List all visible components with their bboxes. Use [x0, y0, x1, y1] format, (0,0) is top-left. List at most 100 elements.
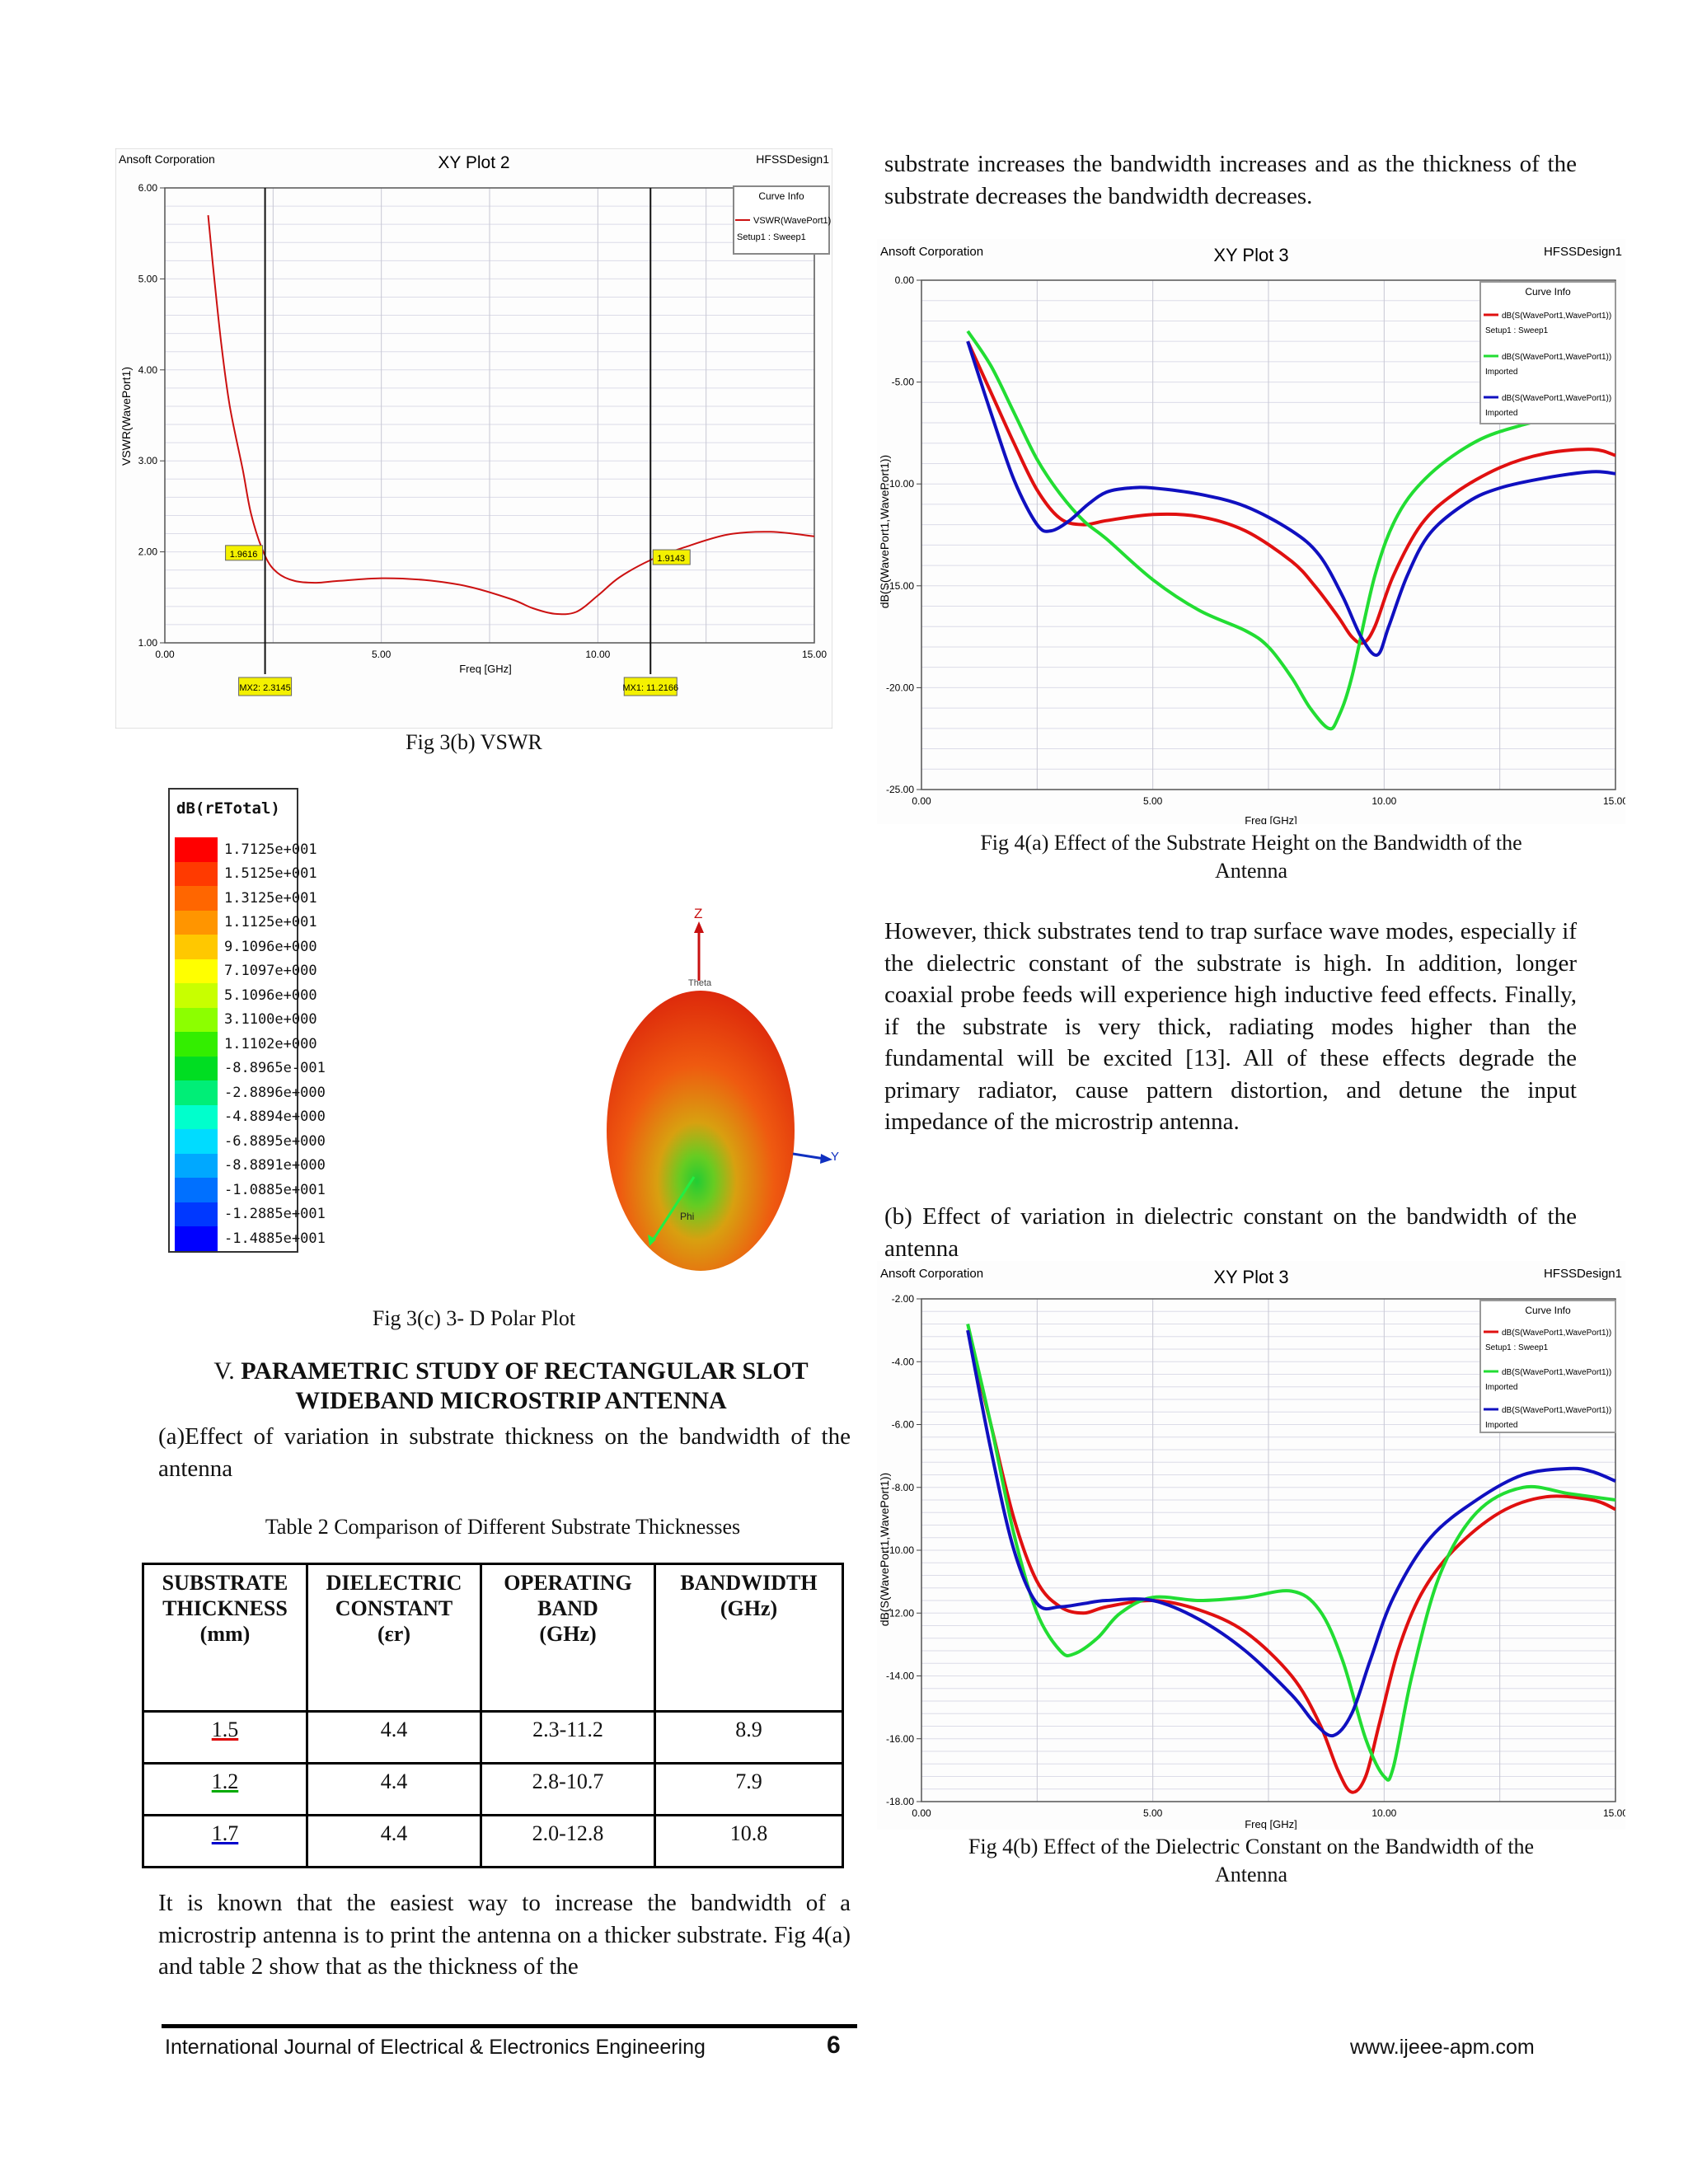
footer-page-number: 6: [827, 2032, 841, 2059]
footer-journal: International Journal of Electrical & El…: [165, 2036, 706, 2059]
series-line-2: [966, 1324, 1616, 1782]
colorbar-swatch: [175, 1032, 218, 1057]
fig3c-x-axis: [651, 1176, 696, 1241]
series-line-3: [966, 1329, 1616, 1738]
table2-header-bandwidth: BANDWIDTH (GHz): [654, 1563, 844, 1713]
table-cell: 4.4: [306, 1762, 482, 1816]
colorbar-label: 1.7125e+001: [224, 841, 317, 858]
fig4a-legend-name-2: dB(S(WavePort1,WavePort1)): [1502, 353, 1611, 362]
fig3b-caption: Fig 3(b) VSWR: [406, 730, 542, 754]
fig4a-legend-title: Curve Info: [1525, 286, 1571, 298]
marker-x-box: [238, 677, 293, 696]
table2-caption: Table 2 Comparison of Different Substrat…: [265, 1515, 741, 1539]
fig4b-legend-name-1: dB(S(WavePort1,WavePort1)): [1502, 1329, 1611, 1338]
fig3c-z-label: Z: [694, 907, 702, 921]
fig4a-legend-name-3: dB(S(WavePort1,WavePort1)): [1502, 394, 1611, 403]
fig4b-design: HFSSDesign1: [1544, 1267, 1622, 1281]
table2: SUBSTRATE THICKNESS (mm) DIELECTRIC CONSTAN…: [142, 1563, 844, 1868]
fig4b-legend-box: [1479, 1300, 1616, 1433]
fig3b-legend-title: Curve Info: [758, 190, 804, 202]
colorbar-label: -1.4885e+001: [224, 1230, 326, 1247]
colorbar-swatch: [175, 1178, 218, 1202]
x-tick-label: 5.00: [372, 649, 392, 660]
y-tick-label: 2.00: [138, 546, 158, 558]
fig3b-svg: 1.00 2.00 3.00 4.00 5.00 6.00 0.00 5.00 10.00 15.…: [115, 148, 832, 729]
fig3b-legend-series: VSWR(WavePort1): [753, 216, 831, 226]
fig3c-colorbar: dB(rETotal) 1.7125e+001 1.5125e+001 1.3125…: [168, 788, 326, 1253]
colorbar-swatch: [175, 1129, 218, 1154]
fig4b-legend-sub-1: Setup1 : Sweep1: [1485, 1343, 1549, 1352]
colorbar-swatch: [175, 935, 218, 959]
plot-frame: [921, 279, 1616, 790]
colorbar-entry: 5.1096e+000: [175, 983, 326, 1008]
table-cell: 4.4: [306, 1814, 482, 1868]
marker-x-label: MX1: 11.2166: [622, 683, 678, 693]
y-tick-label: -12.00: [886, 1607, 914, 1619]
fig4b-title: XY Plot 3: [1213, 1267, 1288, 1287]
colorbar-label: 9.1096e+000: [224, 938, 317, 955]
y-tick-label: -16.00: [886, 1733, 914, 1745]
table-cell: 10.8: [654, 1814, 844, 1868]
colorbar-entry: -4.8894e+000: [175, 1104, 326, 1129]
plot-frame: [164, 187, 815, 644]
table-cell: 1.2: [142, 1762, 308, 1816]
y-tick-label: -25.00: [886, 784, 914, 795]
colorbar-swatch: [175, 1007, 218, 1032]
y-tick-label: 0.00: [895, 274, 915, 286]
fig3c-y-label: Y: [831, 1150, 839, 1164]
fig4b-legend-name-3: dB(S(WavePort1,WavePort1)): [1502, 1406, 1611, 1415]
table-row: 1.2 4.4 2.8-10.7 7.9: [142, 1762, 844, 1816]
colorbar-entry: 1.5125e+001: [175, 861, 326, 886]
colorbar-entry: 1.1125e+001: [175, 910, 326, 935]
y-tick-label: -6.00: [892, 1419, 915, 1431]
fig4a-caption-line2: Antenna: [1214, 859, 1288, 883]
fig3c-y-axis: [792, 1152, 825, 1160]
y-tick-label: -10.00: [886, 1544, 914, 1556]
fig3b-legend-setup: Setup1 : Sweep1: [737, 232, 806, 242]
marker-value-box: [652, 549, 691, 565]
colorbar-label: 1.1125e+001: [224, 914, 317, 931]
table-cell: 2.8-10.7: [480, 1762, 656, 1816]
x-tick-label: 0.00: [155, 649, 175, 660]
section-heading-line1: PARAMETRIC STUDY OF RECTANGULAR SLOT: [241, 1357, 809, 1385]
section-number: V.: [213, 1357, 235, 1385]
y-tick-label: 4.00: [138, 364, 158, 376]
colorbar-swatch: [175, 1226, 218, 1251]
colorbar-entry: -6.8895e+000: [175, 1129, 326, 1154]
table-cell: 2.0-12.8: [480, 1814, 656, 1868]
y-tick-label: -5.00: [892, 377, 915, 388]
fig4b-ylabel: dB(S(WavePort1,WavePort1)): [878, 1473, 891, 1626]
fig4a-company: Ansoft Corporation: [880, 245, 983, 259]
marker-x-label: MX2: 2.3145: [239, 683, 290, 693]
table2-header-dielectric: DIELECTRIC CONSTANT (εr): [306, 1563, 482, 1713]
y-tick-label: -14.00: [886, 1671, 914, 1682]
x-tick-label: 5.00: [1143, 1807, 1163, 1819]
fig3c-theta-label: Theta: [688, 978, 712, 988]
left-paragraph: It is known that the easiest way to incr…: [158, 1890, 851, 1980]
fig3b-ylabel: VSWR(WavePort1): [120, 367, 133, 466]
x-tick-label: 15.00: [1603, 1807, 1625, 1819]
colorbar-swatch: [175, 1153, 218, 1178]
fig3c-caption: Fig 3(c) 3- D Polar Plot: [372, 1306, 576, 1330]
colorbar-label: -2.8896e+000: [224, 1084, 326, 1101]
right-paragraph-2: However, thick substrates tend to trap s…: [884, 918, 1577, 1135]
fig3c-z-arrow: [694, 921, 704, 933]
colorbar-entry: 1.7125e+001: [175, 837, 326, 862]
fig4a-xlabel: Freq [GHz]: [1245, 814, 1297, 824]
fig3c-x-arrow: [648, 1235, 656, 1246]
y-tick-label: -20.00: [886, 682, 914, 693]
y-tick-label: -18.00: [886, 1796, 914, 1807]
fig4b-svg: -18.00 -16.00 -14.00 -12.00 -10.00 -8.00 -6.00…: [877, 1261, 1625, 1830]
fig3b-xlabel: Freq [GHz]: [459, 663, 512, 675]
colorbar-label: 7.1097e+000: [224, 963, 317, 980]
colorbar-label: -6.8895e+000: [224, 1132, 326, 1150]
y-tick-label: 3.00: [138, 455, 158, 466]
y-tick-label: -8.00: [892, 1482, 915, 1493]
colorbar-label: -4.8894e+000: [224, 1108, 326, 1126]
fig4b-caption-line1: Fig 4(b) Effect of the Dielectric Consta…: [968, 1835, 1535, 1858]
colorbar-swatch: [175, 958, 218, 983]
colorbar-swatch: [175, 1202, 218, 1226]
marker-value-label: 1.9616: [230, 550, 258, 560]
table2-header-band: OPERATING BAND (GHz): [480, 1563, 656, 1713]
colorbar-entry: 1.3125e+001: [175, 886, 326, 911]
